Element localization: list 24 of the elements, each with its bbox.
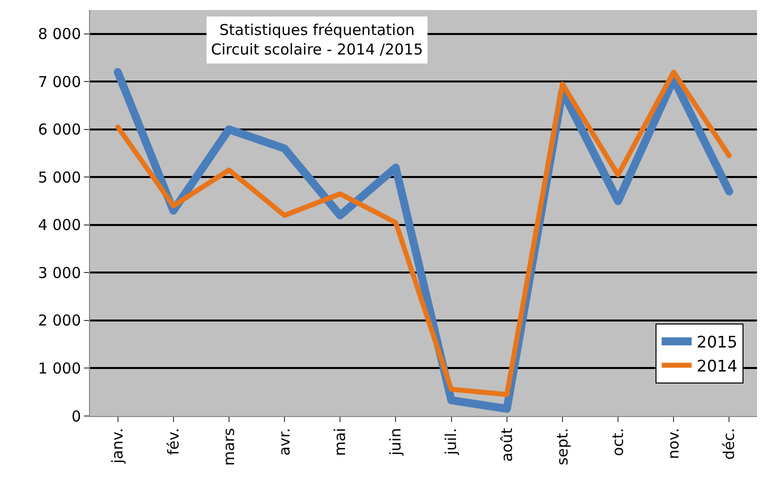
x-tick-label: mai [331,428,350,456]
x-tick-label: juin [386,428,405,456]
y-tick-label: 7 000 [38,72,81,91]
y-tick-label: 5 000 [38,168,81,186]
x-tick-label: fév. [164,428,182,455]
y-tick-label: 1 000 [38,359,81,378]
x-tick-label: janv. [108,428,127,464]
x-tick-label: avr. [275,428,294,456]
y-tick-label: 0 [71,407,81,426]
x-tick-label: oct. [608,428,627,456]
x-tick-label: mars [220,428,238,466]
y-tick-label: 8 000 [38,25,81,44]
legend-label: 2014 [696,356,738,376]
legend-label: 2015 [696,332,738,352]
y-tick-label: 2 000 [38,312,81,330]
x-tick-label: juil. [442,428,460,456]
x-tick-label: août [498,428,516,462]
y-tick-label: 3 000 [38,264,81,282]
y-tick-label: 6 000 [38,120,81,139]
text: Statistiques fréquentation Circuit scolaire - 2014 /2015 [211,21,423,58]
x-tick-label: nov. [664,428,683,460]
y-tick-label: 4 000 [38,216,81,234]
x-tick-label: sept. [553,428,572,466]
x-tick-label: déc. [720,428,738,460]
